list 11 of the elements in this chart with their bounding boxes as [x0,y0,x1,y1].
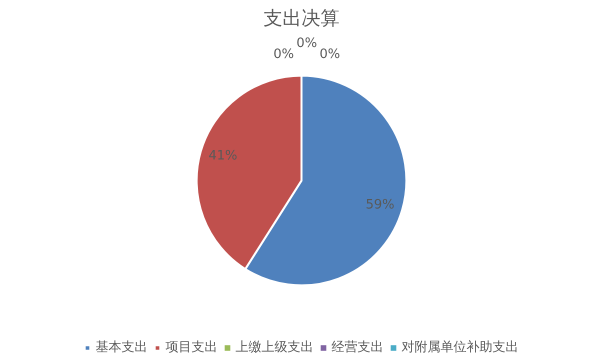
legend-label: 经营支出 [332,339,384,356]
text: 0% [296,36,318,51]
data-label: 41% [208,148,238,164]
data-label: 59% [366,197,395,212]
legend-label: 上缴上级支出 [236,339,314,356]
text: 0% [273,47,294,62]
legend-label: 基本支出 [96,339,148,356]
text: 0% [320,47,340,62]
legend-label: 对附属单位补助支出 [402,339,518,356]
legend-label: 项目支出 [166,339,218,356]
chart-title: 支出决算 [264,8,340,30]
